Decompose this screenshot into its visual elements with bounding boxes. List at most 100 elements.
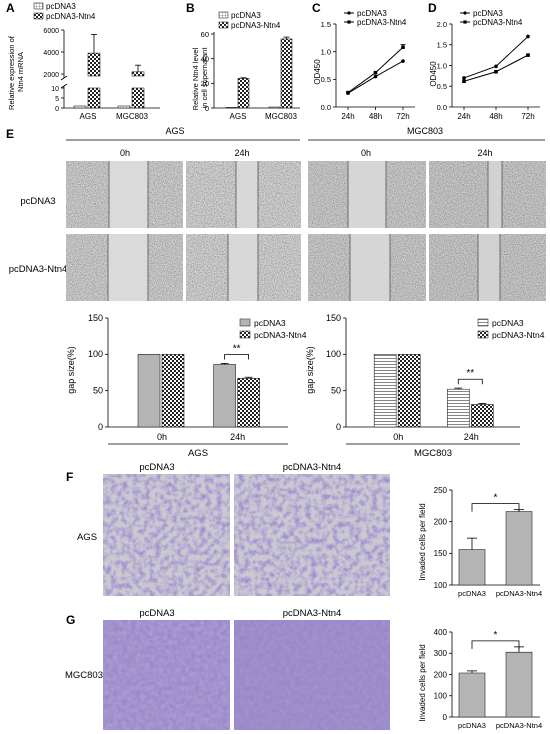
y-tick-label: 0 bbox=[443, 713, 448, 722]
axis-break bbox=[60, 83, 68, 89]
y-tick-label: 150 bbox=[88, 313, 103, 323]
panel-a: A pcDNA3 pcDNA3-Ntn4 Relative expression… bbox=[6, 1, 160, 121]
y-tick-label: 0.5 bbox=[437, 82, 447, 91]
y-axis-label: Invaded cells per field bbox=[418, 503, 427, 580]
y-tick-label: 100 bbox=[434, 581, 448, 590]
y-tick-label: 0 bbox=[55, 106, 59, 113]
panel-b: B pcDNA3 pcDNA3-Ntn4 Relative Ntn4 level… bbox=[186, 1, 300, 121]
bar bbox=[470, 404, 494, 428]
legend-label: pcDNA3-Ntn4 bbox=[254, 330, 307, 340]
significance-mark: * bbox=[494, 630, 498, 641]
panel-letter: E bbox=[6, 127, 14, 141]
bar bbox=[446, 388, 470, 428]
y-tick-label: 0 bbox=[336, 422, 341, 432]
legend-label: pcDNA3-Ntn4 bbox=[357, 18, 407, 27]
x-tick-label: MGC803 bbox=[265, 112, 298, 121]
panel-letter: B bbox=[186, 1, 195, 15]
legend-label: pcDNA3-Ntn4 bbox=[46, 12, 96, 21]
x-tick-label: 48h bbox=[489, 112, 502, 121]
data-point bbox=[373, 74, 378, 79]
legend-label: pcDNA3-Ntn4 bbox=[473, 18, 523, 27]
time-label: 24h bbox=[234, 148, 249, 158]
bar bbox=[137, 354, 161, 428]
micrograph bbox=[308, 161, 426, 228]
y-tick-label: 5 bbox=[55, 96, 59, 103]
series-line bbox=[347, 46, 404, 94]
significance-bracket bbox=[224, 354, 249, 360]
legend-swatch-pcdna3 bbox=[218, 11, 229, 19]
time-label: 0h bbox=[361, 148, 371, 158]
micrograph bbox=[429, 234, 546, 301]
micrograph bbox=[66, 161, 183, 228]
y-axis-label: OD450 bbox=[429, 61, 438, 87]
x-tick-label: 24h bbox=[230, 432, 245, 442]
x-tick-label: 0h bbox=[157, 432, 167, 442]
row-label: AGS bbox=[77, 532, 97, 543]
y-tick-label: 0.0 bbox=[437, 103, 447, 112]
panel-letter: A bbox=[6, 1, 15, 15]
significance-mark: ** bbox=[466, 368, 474, 379]
y-tick-label: 100 bbox=[326, 349, 341, 359]
panel-letter: G bbox=[66, 613, 75, 627]
bar bbox=[131, 87, 145, 109]
legend-swatch-pcdna3 bbox=[239, 318, 251, 327]
bar bbox=[280, 38, 293, 109]
y-axis-label-line: in cell supernatant bbox=[200, 47, 209, 109]
x-tick-label: 48h bbox=[369, 112, 382, 121]
y-tick-label: 6000 bbox=[43, 28, 59, 35]
data-point bbox=[494, 64, 498, 69]
y-axis-label: Invaded cells per field bbox=[418, 644, 427, 721]
time-label: 0h bbox=[120, 148, 130, 158]
x-axis-label: MGC803 bbox=[414, 448, 452, 459]
legend-label: pcDNA3-Ntn4 bbox=[231, 21, 281, 30]
y-tick-label: 1.5 bbox=[437, 41, 447, 50]
y-tick-label: 400 bbox=[434, 628, 448, 637]
x-axis-label: AGS bbox=[188, 448, 208, 459]
plot-area: 0 5 10 2000 4000 6000 bbox=[43, 28, 160, 113]
x-tick-label: pcDNA3 bbox=[458, 589, 486, 598]
significance-bracket bbox=[471, 640, 520, 649]
y-tick-label: 2000 bbox=[43, 72, 59, 79]
legend-marker bbox=[347, 11, 351, 15]
row-label: pcDNA3-Ntn4 bbox=[9, 264, 68, 275]
legend-label: pcDNA3 bbox=[492, 318, 524, 328]
x-tick-label: 24h bbox=[457, 112, 470, 121]
legend-label: pcDNA3-Ntn4 bbox=[492, 330, 545, 340]
row-label: pcDNA3 bbox=[20, 196, 55, 207]
plot-area: 0 20 40 60 AGS MGC803 bbox=[201, 30, 300, 121]
y-tick-label: 250 bbox=[434, 486, 448, 495]
panel-g: G pcDNA3 pcDNA3-Ntn4 MGC803 Invaded cell… bbox=[65, 608, 542, 730]
bar bbox=[225, 107, 238, 109]
y-axis-label: gap size(%) bbox=[66, 346, 76, 394]
panel-c: C OD450 0.0 0.5 1.0 1.5 24h 48h 72h pcDNA3pcDNA… bbox=[312, 1, 415, 121]
y-tick-label: 40 bbox=[201, 54, 209, 63]
x-tick-label: AGS bbox=[230, 112, 247, 121]
axis-break bbox=[60, 75, 68, 81]
x-tick-label: 72h bbox=[521, 112, 534, 121]
y-tick-label: 150 bbox=[326, 313, 341, 323]
micrograph bbox=[234, 620, 390, 730]
bar bbox=[268, 106, 281, 109]
legend-label: pcDNA3 bbox=[357, 9, 387, 18]
bar bbox=[237, 378, 260, 428]
chart-e-mgc803: pcDNA3 pcDNA3-Ntn4 gap size(%) 0 50 100 150… bbox=[305, 313, 545, 459]
column-label: pcDNA3 bbox=[139, 608, 174, 619]
micrograph bbox=[103, 620, 230, 730]
column-label: pcDNA3-Ntn4 bbox=[283, 608, 342, 619]
panel-letter: D bbox=[428, 1, 437, 15]
panel-letter: C bbox=[312, 1, 321, 15]
legend-swatch-ntn4 bbox=[33, 12, 44, 20]
y-tick-label: 0 bbox=[205, 104, 209, 113]
y-axis-label: OD450 bbox=[313, 59, 322, 85]
x-tick-label: 24h bbox=[341, 112, 354, 121]
plot-area: 0 100 200 300 400 pcDNA3 pcDNA3-Ntn4 * bbox=[434, 628, 543, 730]
y-tick-label: 150 bbox=[434, 549, 448, 558]
x-tick-label: pcDNA3-Ntn4 bbox=[496, 721, 542, 730]
y-tick-label: 4000 bbox=[43, 50, 59, 57]
x-tick-label: 24h bbox=[464, 432, 479, 442]
legend-marker bbox=[463, 20, 467, 24]
x-tick-label: AGS bbox=[80, 112, 97, 121]
significance-mark: * bbox=[494, 493, 498, 504]
legend: pcDNA3 pcDNA3-Ntn4 bbox=[33, 2, 96, 21]
micrograph bbox=[308, 234, 426, 301]
